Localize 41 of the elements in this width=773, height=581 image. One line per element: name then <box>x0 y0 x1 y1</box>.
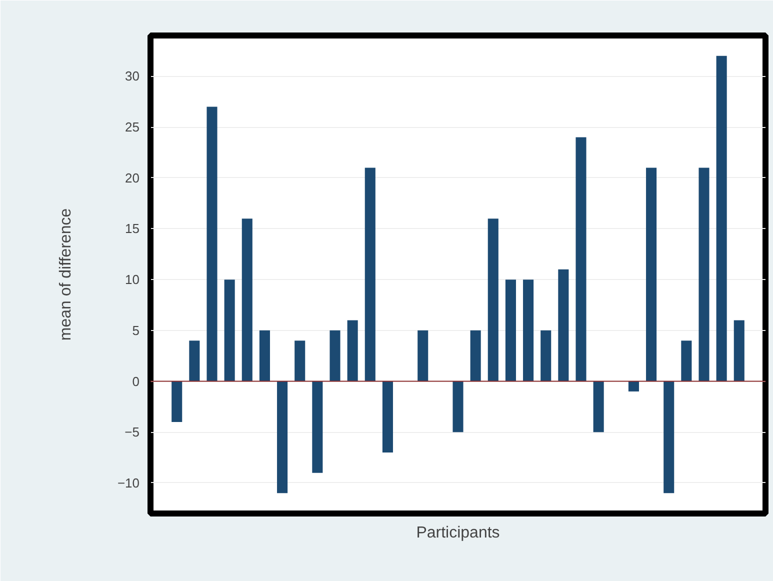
bar <box>698 168 710 382</box>
bar <box>523 280 534 382</box>
bar <box>593 381 604 432</box>
bar <box>382 381 393 452</box>
bar <box>452 381 464 432</box>
bar <box>312 381 323 473</box>
y-tick-label: 15 <box>125 221 140 236</box>
bar <box>172 381 182 422</box>
y-tick-label: −10 <box>117 475 140 490</box>
bar <box>646 168 657 382</box>
y-tick-label: −5 <box>124 424 140 440</box>
bar <box>558 269 569 382</box>
y-axis-title: mean of difference <box>57 208 74 341</box>
bar <box>681 340 692 382</box>
bar <box>734 320 744 382</box>
bar <box>470 330 481 382</box>
bar <box>189 340 200 382</box>
bar <box>576 137 586 382</box>
bar <box>347 320 358 382</box>
bar <box>294 340 306 382</box>
bar <box>488 218 498 382</box>
bar <box>206 106 218 382</box>
y-tick-label: 30 <box>125 68 140 84</box>
bar <box>418 330 428 382</box>
bar <box>224 280 235 382</box>
bar <box>505 280 516 382</box>
y-tick-label: 0 <box>132 374 140 389</box>
bar <box>628 381 639 392</box>
y-tick-label: 20 <box>125 170 140 186</box>
bar <box>277 381 288 494</box>
bar <box>540 330 552 382</box>
y-tick-label: 10 <box>125 272 140 288</box>
bar <box>242 218 252 382</box>
bar <box>330 330 340 382</box>
x-axis-title: Participants <box>416 524 500 542</box>
y-tick-label: 25 <box>125 120 140 135</box>
y-tick-label: 5 <box>132 322 140 338</box>
bar <box>664 381 674 494</box>
bar <box>716 56 727 382</box>
bar <box>364 168 376 382</box>
bar <box>259 330 270 382</box>
